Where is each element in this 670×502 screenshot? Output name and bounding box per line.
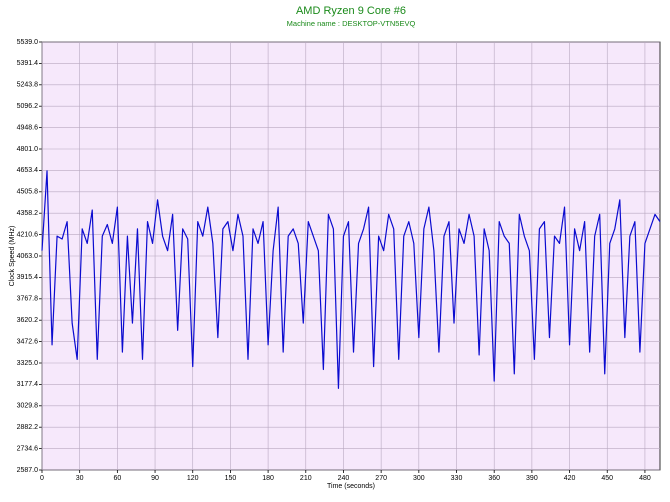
x-tick-label: 30 xyxy=(76,475,84,482)
x-tick-label: 120 xyxy=(187,475,199,482)
y-tick-label: 4801.0 xyxy=(17,146,39,153)
y-tick-label: 4063.0 xyxy=(17,253,39,260)
y-tick-label: 2734.6 xyxy=(17,445,39,452)
y-tick-label: 2587.0 xyxy=(17,467,39,474)
x-tick-label: 450 xyxy=(601,475,613,482)
x-tick-label: 270 xyxy=(375,475,387,482)
x-tick-label: 390 xyxy=(526,475,538,482)
y-tick-label: 3325.0 xyxy=(17,360,39,367)
x-tick-label: 180 xyxy=(262,475,274,482)
y-tick-label: 3472.6 xyxy=(17,338,39,345)
y-tick-label: 5539.0 xyxy=(17,39,39,46)
y-tick-label: 2882.2 xyxy=(17,424,39,431)
y-tick-label: 3915.4 xyxy=(17,274,39,281)
x-tick-label: 420 xyxy=(564,475,576,482)
y-tick-label: 4948.6 xyxy=(17,124,39,131)
y-tick-label: 5243.8 xyxy=(17,82,39,89)
x-tick-label: 210 xyxy=(300,475,312,482)
y-tick-label: 4653.4 xyxy=(17,167,39,174)
x-tick-label: 480 xyxy=(639,475,651,482)
x-tick-label: 60 xyxy=(113,475,121,482)
chart-title: AMD Ryzen 9 Core #6 xyxy=(296,5,406,17)
y-tick-label: 3767.8 xyxy=(17,296,39,303)
y-tick-label: 3620.2 xyxy=(17,317,39,324)
x-tick-label: 360 xyxy=(488,475,500,482)
x-tick-label: 300 xyxy=(413,475,425,482)
y-tick-label: 3177.4 xyxy=(17,381,39,388)
x-tick-label: 330 xyxy=(451,475,463,482)
y-tick-label: 5096.2 xyxy=(17,103,39,110)
x-axis-label: Time (seconds) xyxy=(327,483,375,490)
x-tick-label: 150 xyxy=(225,475,237,482)
y-tick-label: 3029.8 xyxy=(17,403,39,410)
x-tick-label: 90 xyxy=(151,475,159,482)
x-tick-label: 240 xyxy=(338,475,350,482)
y-tick-label: 4210.6 xyxy=(17,231,39,238)
data-line xyxy=(41,170,661,389)
x-tick-label: 0 xyxy=(40,475,44,482)
y-tick-label: 5391.4 xyxy=(17,60,39,67)
y-axis-label: Clock Speed (MHz) xyxy=(9,226,16,287)
y-tick-label: 4505.8 xyxy=(17,189,39,196)
y-tick-label: 4358.2 xyxy=(17,210,39,217)
chart-subtitle: Machine name : DESKTOP-VTN5EVQ xyxy=(287,19,416,28)
